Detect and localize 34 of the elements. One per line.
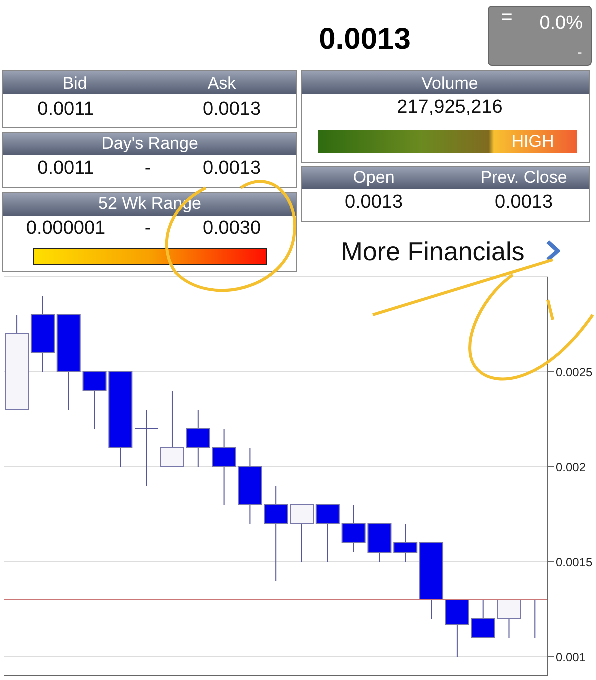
text: Ask xyxy=(208,74,236,94)
text: - xyxy=(144,158,152,180)
y-tick-label: 0.001 xyxy=(556,650,586,664)
text: Volume xyxy=(422,74,478,94)
text: = xyxy=(501,6,513,30)
candlestick xyxy=(316,504,340,562)
candlestick xyxy=(186,410,210,468)
text: More Financials xyxy=(341,236,525,268)
y-tick-label: 0.002 xyxy=(556,460,586,474)
text: 0.0013 xyxy=(344,192,404,214)
candlestick xyxy=(290,504,314,562)
text: 217,925,216 xyxy=(397,97,503,119)
text: Day's Range xyxy=(102,134,198,154)
text: 0.0013 xyxy=(202,99,262,121)
text: Bid xyxy=(62,74,88,94)
text: 0.000001 xyxy=(26,218,106,240)
text: Open xyxy=(353,168,395,188)
text: 0.0013 xyxy=(494,192,554,214)
y-tick-label: 0.0015 xyxy=(556,555,594,570)
candlestick xyxy=(160,390,184,468)
text: 0.0013 xyxy=(202,158,262,180)
y-tick-label: 0.0025 xyxy=(556,365,594,380)
candlestick xyxy=(264,486,288,582)
text: 0.0013 xyxy=(319,23,411,57)
text: 0.0011 xyxy=(38,99,94,121)
text: 0.0011 xyxy=(38,158,94,180)
text: - xyxy=(578,44,582,60)
text: Prev. Close xyxy=(480,168,568,188)
text: HIGH xyxy=(512,132,554,152)
text: 0.0% xyxy=(540,13,583,35)
text: - xyxy=(144,218,152,240)
text: 0.0030 xyxy=(202,218,262,240)
candlestick xyxy=(134,410,159,486)
candlestick xyxy=(394,524,418,562)
